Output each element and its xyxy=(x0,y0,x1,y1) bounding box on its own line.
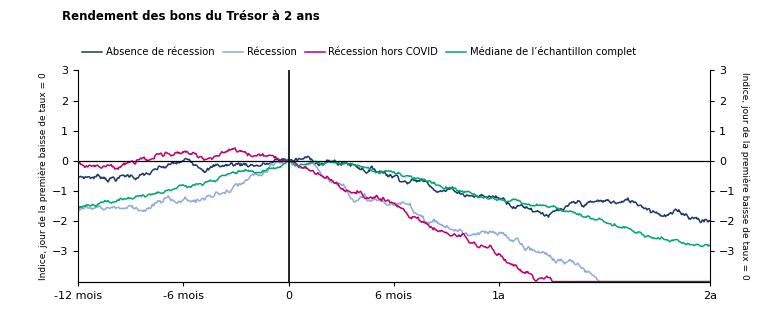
Absence de récession xyxy=(73,175,83,179)
Absence de récession xyxy=(465,194,474,198)
Récession xyxy=(413,213,423,217)
Médiane de l’échantillon complet xyxy=(705,244,714,248)
Récession hors COVID xyxy=(237,149,246,153)
Récession xyxy=(465,234,474,237)
Récession hors COVID xyxy=(232,150,242,154)
Absence de récession xyxy=(461,194,470,198)
Récession hors COVID xyxy=(705,280,714,284)
Récession xyxy=(595,280,604,284)
Text: Rendement des bons du Trésor à 2 ans: Rendement des bons du Trésor à 2 ans xyxy=(62,10,320,23)
Absence de récession xyxy=(705,219,714,223)
Récession hors COVID xyxy=(465,241,474,245)
Absence de récession xyxy=(696,220,705,224)
Médiane de l’échantillon complet xyxy=(413,176,423,180)
Absence de récession xyxy=(413,180,423,183)
Absence de récession xyxy=(530,210,540,213)
Médiane de l’échantillon complet xyxy=(465,190,474,194)
Récession hors COVID xyxy=(413,215,423,219)
Line: Médiane de l’échantillon complet: Médiane de l’échantillon complet xyxy=(78,160,710,246)
Line: Récession hors COVID: Récession hors COVID xyxy=(78,148,710,282)
Médiane de l’échantillon complet xyxy=(697,244,707,248)
Récession hors COVID xyxy=(548,280,558,284)
Y-axis label: Indice, jour de la première baisse de taux = 0: Indice, jour de la première baisse de ta… xyxy=(38,72,48,280)
Récession hors COVID xyxy=(230,146,239,150)
Récession xyxy=(236,183,246,187)
Récession xyxy=(530,249,540,253)
Médiane de l’échantillon complet xyxy=(285,158,294,162)
Récession xyxy=(461,231,470,235)
Absence de récession xyxy=(303,154,313,158)
Récession hors COVID xyxy=(530,279,540,283)
Line: Récession: Récession xyxy=(78,159,710,282)
Récession hors COVID xyxy=(73,161,83,165)
Médiane de l’échantillon complet xyxy=(236,169,246,173)
Récession xyxy=(73,209,83,212)
Récession xyxy=(705,280,714,284)
Absence de récession xyxy=(232,162,241,166)
Y-axis label: Indice, jour de la première baisse de taux = 0: Indice, jour de la première baisse de ta… xyxy=(739,72,750,280)
Récession xyxy=(232,182,241,186)
Médiane de l’échantillon complet xyxy=(461,190,470,194)
Récession xyxy=(281,157,290,161)
Absence de récession xyxy=(236,162,246,165)
Médiane de l’échantillon complet xyxy=(530,204,540,207)
Médiane de l’échantillon complet xyxy=(232,172,241,175)
Legend: Absence de récession, Récession, Récession hors COVID, Médiane de l’échantillon : Absence de récession, Récession, Récessi… xyxy=(78,43,640,61)
Line: Absence de récession: Absence de récession xyxy=(78,156,710,222)
Médiane de l’échantillon complet xyxy=(73,206,83,210)
Récession hors COVID xyxy=(461,235,470,239)
